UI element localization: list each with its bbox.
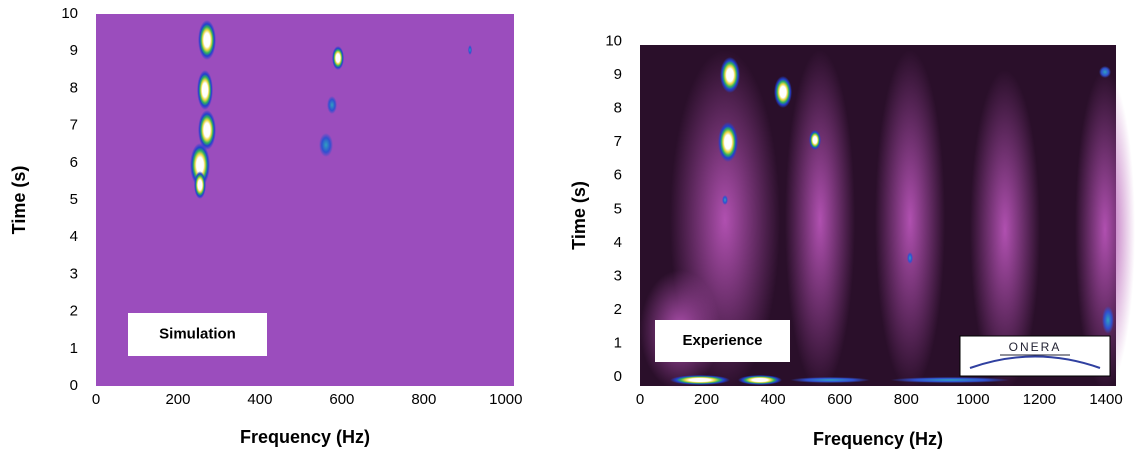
intensity-blob <box>809 130 821 150</box>
x-tick-label: 200 <box>165 391 190 408</box>
logo-text: ONERA <box>1009 340 1062 354</box>
logo-arc <box>969 355 1101 369</box>
intensity-blob <box>198 110 216 150</box>
y-tick-label: 0 <box>614 368 622 385</box>
plot-1: 0 1 2 3 4 5 6 7 8 9 10 0 200 400 600 800 1000 1200 1400 Fre… <box>569 33 1135 449</box>
x-tick-label: 200 <box>694 391 719 408</box>
y-axis-title: Time (s) <box>569 181 589 250</box>
x-tick-label: 0 <box>636 391 644 408</box>
y-tick-label: 3 <box>614 267 622 284</box>
intensity-blob <box>197 70 213 110</box>
x-tick-label: 0 <box>92 391 100 408</box>
y-tick-label: 4 <box>614 234 622 251</box>
y-tick-label: 5 <box>70 191 78 208</box>
x-tick-label: 400 <box>761 391 786 408</box>
y-tick-label: 7 <box>614 133 622 150</box>
y-tick-label: 3 <box>70 265 78 282</box>
annotation-box <box>655 320 790 362</box>
intensity-blob <box>194 171 206 199</box>
intensity-blob <box>319 133 333 157</box>
intensity-blob <box>907 252 913 264</box>
y-axis-title: Time (s) <box>9 166 29 235</box>
intensity-blob <box>670 375 730 385</box>
x-tick-label: 1000 <box>956 391 989 408</box>
x-tick-label: 800 <box>894 391 919 408</box>
y-tick-label: 9 <box>70 42 78 59</box>
plot-0: 0 1 2 3 4 5 6 7 8 9 10 0 200 400 600 800 1000 Frequency (… <box>9 5 523 447</box>
magenta-band <box>875 50 945 390</box>
y-tick-label: 6 <box>614 167 622 184</box>
magenta-band <box>785 50 855 390</box>
magenta-band <box>970 70 1040 390</box>
x-axis-title: Frequency (Hz) <box>240 427 370 447</box>
intensity-blob <box>890 377 1010 383</box>
annotation: Experience <box>682 332 762 349</box>
y-tick-label: 1 <box>70 340 78 357</box>
y-tick-label: 2 <box>70 303 78 320</box>
intensity-blob <box>738 375 782 385</box>
intensity-blob <box>1102 306 1114 334</box>
x-axis-title: Frequency (Hz) <box>813 429 943 449</box>
x-tick-label: 1000 <box>489 391 522 408</box>
x-tick-label: 400 <box>247 391 272 408</box>
y-tick-label: 10 <box>61 5 78 22</box>
x-tick-label: 1200 <box>1023 391 1056 408</box>
y-tick-label: 9 <box>614 66 622 83</box>
y-tick-label: 7 <box>70 117 78 134</box>
intensity-blob <box>720 57 740 93</box>
y-tick-label: 8 <box>614 100 622 117</box>
intensity-blob <box>790 377 870 383</box>
x-tick-label: 800 <box>411 391 436 408</box>
intensity-blob <box>190 143 210 187</box>
intensity-blob <box>722 195 728 205</box>
y-tick-label: 0 <box>70 377 78 394</box>
y-tick-label: 8 <box>70 79 78 96</box>
y-tick-label: 4 <box>70 228 78 245</box>
intensity-blob <box>774 76 792 108</box>
intensity-blob <box>468 45 472 55</box>
x-tick-label: 1400 <box>1089 391 1122 408</box>
annotation-box <box>128 313 267 356</box>
y-tick-label: 1 <box>614 334 622 351</box>
intensity-blob <box>327 96 337 114</box>
y-tick-label: 5 <box>614 200 622 217</box>
y-tick-label: 6 <box>70 154 78 171</box>
x-tick-label: 600 <box>329 391 354 408</box>
y-tick-label: 10 <box>605 33 622 50</box>
magenta-band <box>1075 70 1135 390</box>
y-tick-label: 2 <box>614 301 622 318</box>
annotation: Simulation <box>159 325 236 342</box>
x-tick-label: 600 <box>827 391 852 408</box>
intensity-blob <box>332 46 344 70</box>
intensity-blob <box>718 122 738 162</box>
intensity-blob <box>1099 66 1111 78</box>
intensity-blob <box>198 20 216 60</box>
